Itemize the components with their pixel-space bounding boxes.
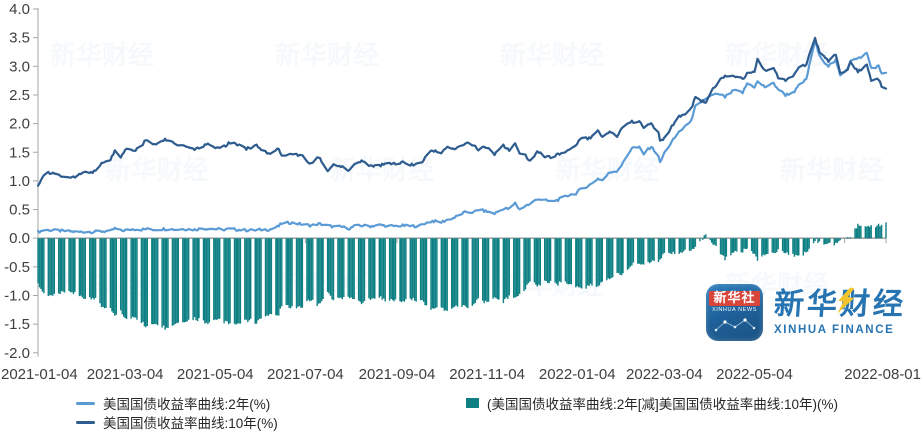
legend-swatch-10y [76, 420, 95, 424]
y-tick-label: 2.5 [9, 87, 30, 104]
y-tick-label: -0.5 [4, 259, 30, 276]
x-tick-label: 2022-03-04 [626, 366, 703, 383]
y-tick-label: 0.0 [9, 230, 30, 247]
y-tick-label: 3.0 [9, 58, 30, 75]
y-tick-label: 4.0 [9, 1, 30, 18]
x-tick-label: 2021-07-04 [267, 366, 344, 383]
y-tick-label: 1.5 [9, 144, 30, 161]
legend-item-spread: (美国国债收益率曲线:2年[减]美国国债收益率曲线:10年)(%) [466, 393, 838, 413]
x-tick-label: 2021-03-04 [87, 366, 164, 383]
y-tick-label: -2.0 [4, 345, 30, 362]
app-icon-cn-label: 新华社 [709, 290, 760, 306]
legend-item-10y: 美国国债收益率曲线:10年(%) [76, 412, 278, 432]
xinhua-finance-logo: 新华社 XINHUA NEWS 新华财经 XINHUA FINANCE [706, 284, 907, 341]
x-tick-label: 2021-11-04 [449, 366, 525, 383]
x-tick-label: 2021-01-04 [1, 366, 78, 383]
x-tick-label: 2022-01-04 [539, 366, 616, 383]
logo-cn-text: 新华财经 [773, 287, 907, 321]
spread-bars-series [37, 222, 887, 330]
legend-item-2y: 美国国债收益率曲线:2年(%) [76, 393, 270, 413]
y-axis: 4.0 3.5 3.0 2.5 2.0 1.5 1.0 0.5 0.0 -0.5 -1.0 -1.5 -… [4, 1, 39, 362]
line-series-2y [36, 39, 888, 235]
logo-en-text: XINHUA FINANCE [774, 323, 895, 336]
x-tick-label: 2022-05-04 [716, 366, 793, 383]
legend-label-spread: (美国国债收益率曲线:2年[减]美国国债收益率曲线:10年)(%) [487, 397, 839, 412]
constellation-icon [714, 318, 755, 332]
logo-wordmark: 新华财经 XINHUA FINANCE [773, 287, 907, 336]
lightning-bolt-icon [837, 287, 855, 315]
yield-curve-chart: 4.0 3.5 3.0 2.5 2.0 1.5 1.0 0.5 0.0 -0.5 -1.0 -1.5 -… [1, 1, 921, 383]
line-series-10y [36, 36, 888, 187]
y-tick-label: -1.0 [4, 288, 30, 305]
y-tick-label: -1.5 [4, 316, 30, 333]
legend-label-10y: 美国国债收益率曲线:10年(%) [103, 416, 278, 431]
legend-swatch-spread [466, 398, 479, 408]
x-axis-labels: 2021-01-04 2021-03-04 2021-05-04 2021-07-04… [1, 366, 921, 383]
x-tick-label: 2021-09-04 [359, 366, 436, 383]
x-tick-label: 2021-05-04 [177, 366, 254, 383]
y-tick-label: 2.0 [9, 116, 30, 133]
y-tick-label: 1.0 [9, 173, 30, 190]
y-tick-label: 0.5 [9, 202, 30, 219]
y-tick-label: 3.5 [9, 30, 30, 47]
chart-legend: 美国国债收益率曲线:2年(%) 美国国债收益率曲线:10年(%) (美国国债收益… [0, 392, 924, 432]
legend-label-2y: 美国国债收益率曲线:2年(%) [103, 397, 271, 412]
x-tick-label: 2022-08-01 [844, 366, 921, 383]
xinhua-news-app-icon: 新华社 XINHUA NEWS [706, 284, 763, 341]
app-icon-en-label: XINHUA NEWS [711, 306, 758, 313]
legend-swatch-2y [76, 401, 95, 405]
